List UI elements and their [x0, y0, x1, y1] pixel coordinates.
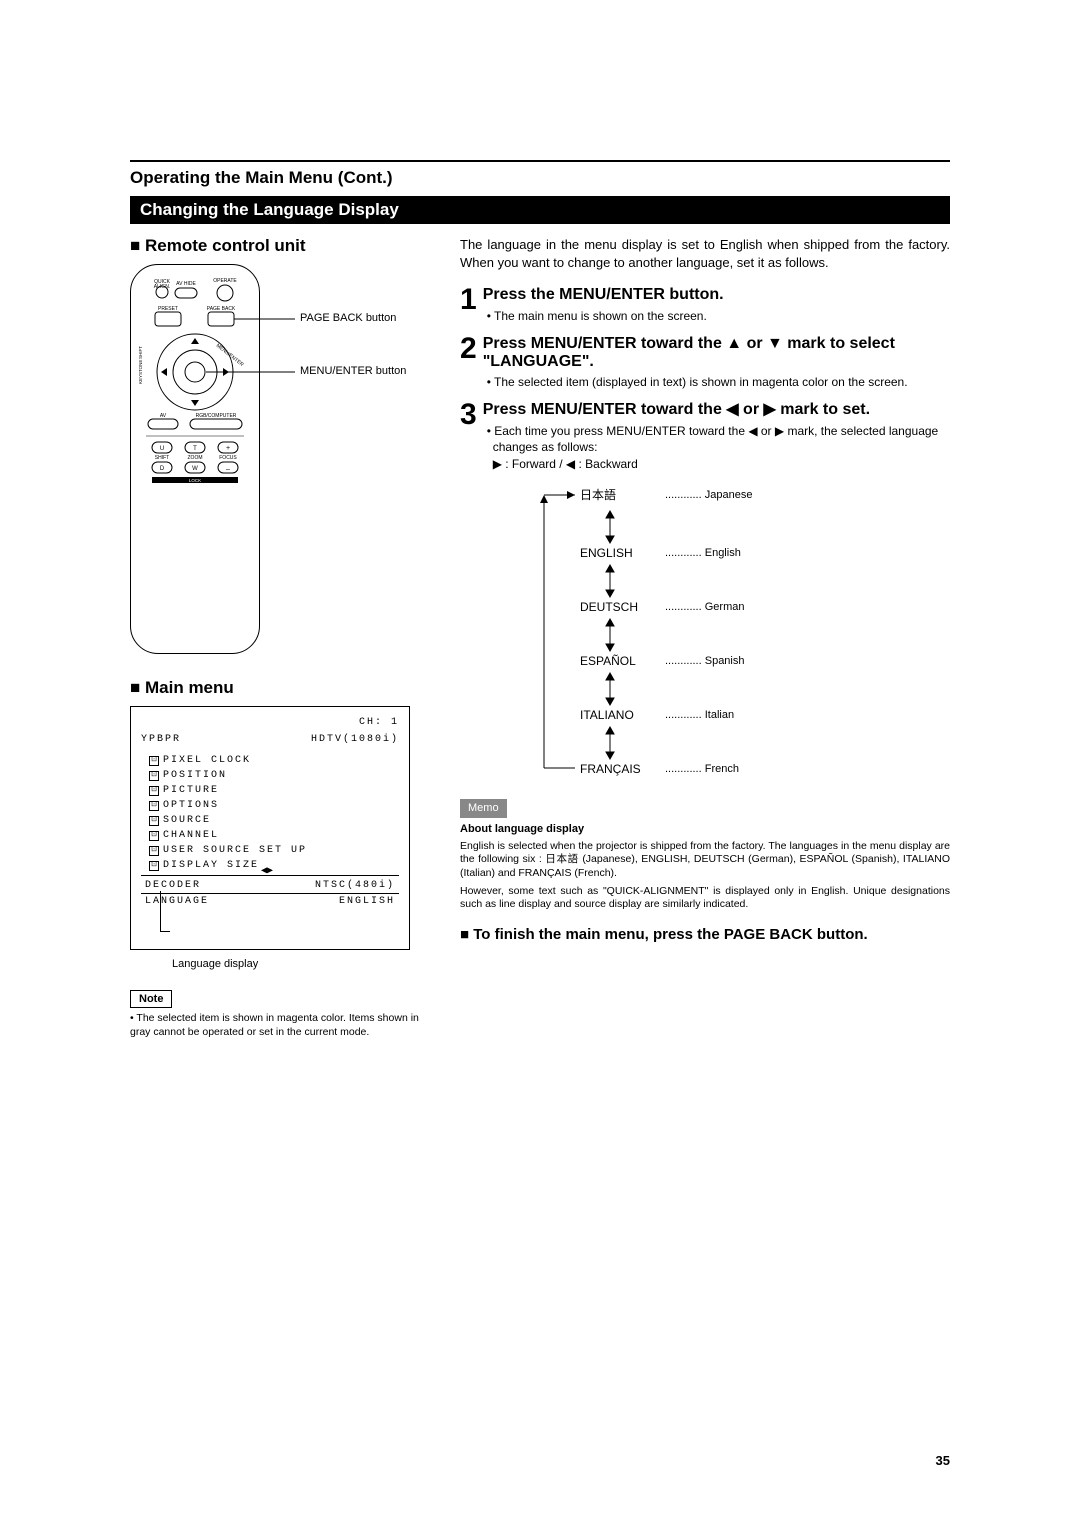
- note-label: Note: [130, 990, 172, 1008]
- menu-arrows: ◀▶: [261, 864, 273, 879]
- svg-text:AV HIDE: AV HIDE: [176, 281, 196, 287]
- main-menu-diagram: CH: 1 YPBPR HDTV(1080i) ⊡PIXEL CLOCK ⊡PO…: [130, 706, 410, 950]
- menuenter-callout: MENU/ENTER button: [300, 365, 406, 377]
- step-3: 3 Press MENU/ENTER toward the ◀ or ▶ mar…: [460, 401, 950, 473]
- svg-text:OPERATE: OPERATE: [213, 278, 237, 284]
- step3-title: Press MENU/ENTER toward the ◀ or ▶ mark …: [483, 401, 950, 419]
- finish-instruction: To finish the main menu, press the PAGE …: [460, 926, 950, 944]
- svg-text:LOCK: LOCK: [189, 478, 201, 483]
- page-number: 35: [936, 1453, 950, 1468]
- menu-language-val: ENGLISH: [339, 894, 395, 909]
- memo-label: Memo: [460, 799, 507, 818]
- remote-control-diagram: QUICK ALIGN. AV HIDE OPERATE PRESET PAGE…: [130, 264, 430, 654]
- svg-text:U: U: [160, 446, 164, 452]
- svg-text:RGB/COMPUTER: RGB/COMPUTER: [196, 413, 237, 419]
- svg-text:SHIFT: SHIFT: [138, 346, 143, 359]
- svg-text:KEYSTONE: KEYSTONE: [138, 360, 143, 384]
- menu-decoder-val: NTSC(480i): [315, 878, 395, 893]
- step-1: 1 Press the MENU/ENTER button. The main …: [460, 286, 950, 324]
- svg-text:ALIGN.: ALIGN.: [154, 284, 170, 290]
- note-text: The selected item is shown in magenta co…: [130, 1012, 430, 1039]
- svg-text:W: W: [192, 466, 198, 472]
- language-display-label: Language display: [172, 958, 430, 970]
- pageback-callout: PAGE BACK button: [300, 312, 396, 324]
- svg-text:T: T: [193, 446, 197, 452]
- svg-text:FOCUS: FOCUS: [219, 455, 237, 461]
- svg-text:–: –: [226, 466, 230, 473]
- step-2: 2 Press MENU/ENTER toward the ▲ or ▼ mar…: [460, 335, 950, 392]
- svg-text:AV: AV: [160, 413, 167, 419]
- svg-text:D: D: [160, 466, 165, 472]
- menu-language: LANGUAGE: [145, 894, 209, 909]
- intro-text: The language in the menu display is set …: [460, 236, 950, 272]
- section-header: Operating the Main Menu (Cont.): [130, 168, 950, 188]
- menu-hdtv: HDTV(1080i): [311, 732, 399, 747]
- svg-text:SHIFT: SHIFT: [155, 455, 169, 461]
- step2-title: Press MENU/ENTER toward the ▲ or ▼ mark …: [483, 335, 950, 372]
- mainmenu-heading: Main menu: [130, 678, 430, 698]
- svg-text:ZOOM: ZOOM: [188, 455, 203, 461]
- svg-text:+: +: [226, 445, 230, 452]
- menu-decoder: DECODER: [145, 878, 201, 893]
- remote-heading: Remote control unit: [130, 236, 430, 256]
- topic-bar: Changing the Language Display: [130, 196, 950, 224]
- memo-p1: English is selected when the projector i…: [460, 840, 950, 881]
- svg-text:MENU/ENTER: MENU/ENTER: [215, 343, 245, 368]
- svg-text:PAGE BACK: PAGE BACK: [207, 306, 236, 312]
- menu-ypbpr: YPBPR: [141, 732, 181, 747]
- language-cycle-diagram: 日本語 ............ Japanese ENGLISH ......…: [500, 483, 840, 783]
- svg-text:PRESET: PRESET: [158, 306, 178, 312]
- memo-p2: However, some text such as "QUICK-ALIGNM…: [460, 885, 950, 912]
- step1-title: Press the MENU/ENTER button.: [483, 286, 950, 304]
- memo-title: About language display: [460, 822, 950, 837]
- menu-ch: CH: 1: [359, 715, 399, 730]
